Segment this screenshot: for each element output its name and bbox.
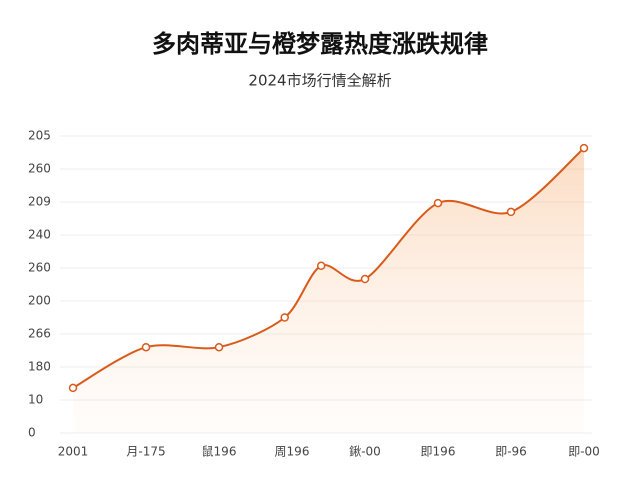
y-tick-label: 0 <box>28 426 36 440</box>
y-tick-label: 266 <box>28 327 51 341</box>
chart-title: 多肉蒂亚与橙梦露热度涨跌规律 <box>152 30 488 58</box>
chart-subtitle: 2024市场行情全解析 <box>248 72 391 90</box>
x-tick-label: 鍬-00 <box>349 444 381 459</box>
point <box>360 274 370 284</box>
y-tick-label: 240 <box>28 228 51 242</box>
y-tick-label: 260 <box>28 162 51 176</box>
point <box>280 313 289 322</box>
x-tick-label: 即196 <box>421 445 456 459</box>
x-tick-label: 鼠196 <box>202 445 237 459</box>
y-tick-label: 200 <box>28 294 51 308</box>
y-tick-label: 10 <box>28 393 43 407</box>
point <box>506 207 516 217</box>
area <box>73 148 584 433</box>
point <box>141 342 151 352</box>
point <box>68 383 78 393</box>
x-tick-label: 即-96 <box>495 445 527 459</box>
x-tick-label: 2001 <box>58 445 89 459</box>
point <box>316 261 326 271</box>
y-tick-label: 205 <box>28 129 51 143</box>
point <box>579 143 589 153</box>
point <box>433 198 443 208</box>
point <box>214 342 224 352</box>
y-tick-label: 260 <box>28 261 51 275</box>
y-tick-label: 209 <box>28 195 51 209</box>
x-tick-label: 即-00 <box>568 445 600 459</box>
x-tick-label: 周196 <box>275 445 310 459</box>
y-tick-label: 180 <box>28 360 51 374</box>
x-tick-label: 月-175 <box>126 445 165 459</box>
